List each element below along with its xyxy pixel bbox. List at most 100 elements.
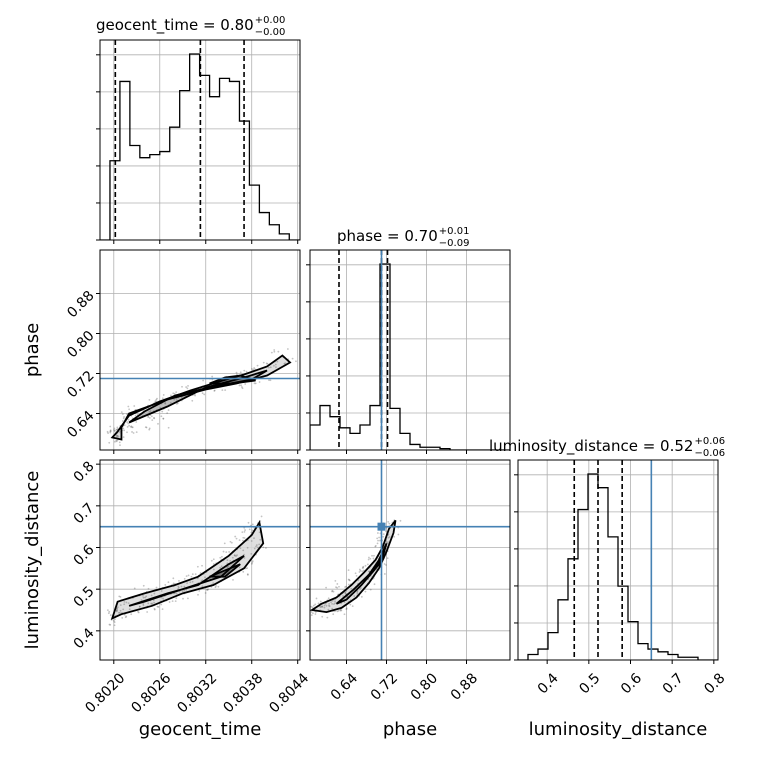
sample-point-phase_vs_geocent_time [154, 400, 157, 403]
sample-point-luminosity_distance_vs_geocent_time [251, 523, 254, 526]
sample-point-luminosity_distance_vs_geocent_time [219, 556, 222, 559]
sample-point-luminosity_distance_vs_geocent_time [182, 597, 184, 600]
sample-point-phase_vs_geocent_time [147, 416, 150, 418]
sample-point-luminosity_distance_vs_phase [340, 609, 343, 612]
sample-point-luminosity_distance_vs_geocent_time [113, 624, 116, 627]
xtick-label-luminosity_distance-0: 0.4 [535, 670, 562, 697]
ytick-label-phase-2: 0.80 [64, 328, 97, 361]
sample-point-luminosity_distance_vs_geocent_time [150, 602, 153, 605]
sample-point-luminosity_distance_vs_geocent_time [242, 549, 245, 552]
sample-point-luminosity_distance_vs_geocent_time [107, 612, 110, 615]
sample-point-luminosity_distance_vs_phase [357, 579, 360, 582]
sample-point-phase_vs_geocent_time [116, 426, 119, 429]
sample-point-luminosity_distance_vs_geocent_time [191, 573, 194, 576]
sample-point-phase_vs_geocent_time [276, 360, 279, 363]
sample-point-luminosity_distance_vs_geocent_time [113, 619, 115, 622]
sample-point-phase_vs_geocent_time [109, 425, 112, 428]
sample-point-luminosity_distance_vs_geocent_time [118, 595, 121, 598]
sample-point-luminosity_distance_vs_phase [336, 586, 339, 589]
sample-point-luminosity_distance_vs_geocent_time [251, 561, 254, 564]
sample-point-phase_vs_geocent_time [113, 430, 116, 433]
sample-point-luminosity_distance_vs_geocent_time [146, 611, 149, 613]
sample-point-phase_vs_geocent_time [127, 422, 130, 425]
sample-point-luminosity_distance_vs_phase [369, 557, 372, 560]
sample-point-luminosity_distance_vs_geocent_time [220, 565, 223, 568]
sample-point-phase_vs_geocent_time [156, 397, 158, 400]
sample-point-luminosity_distance_vs_geocent_time [119, 596, 122, 598]
sample-point-luminosity_distance_vs_geocent_time [130, 613, 133, 616]
sample-point-phase_vs_geocent_time [262, 361, 265, 364]
sample-point-luminosity_distance_vs_phase [335, 586, 337, 589]
sample-point-phase_vs_geocent_time [148, 427, 151, 430]
sample-point-luminosity_distance_vs_phase [330, 601, 332, 604]
sample-point-phase_vs_geocent_time [253, 382, 256, 385]
sample-point-luminosity_distance_vs_phase [397, 533, 400, 536]
sample-point-luminosity_distance_vs_phase [382, 533, 385, 536]
sample-point-phase_vs_geocent_time [275, 366, 277, 369]
sample-point-phase_vs_geocent_time [109, 429, 112, 432]
sample-point-luminosity_distance_vs_geocent_time [155, 586, 158, 589]
sample-point-phase_vs_geocent_time [253, 367, 256, 369]
sample-point-luminosity_distance_vs_geocent_time [250, 553, 253, 555]
sample-point-phase_vs_geocent_time [144, 426, 147, 429]
sample-point-luminosity_distance_vs_phase [367, 558, 370, 561]
sample-point-luminosity_distance_vs_geocent_time [144, 596, 147, 599]
sample-point-phase_vs_geocent_time [119, 444, 121, 447]
contour-line-luminosity_distance_vs_geocent_time-0 [110, 520, 265, 620]
sample-point-luminosity_distance_vs_phase [344, 592, 347, 594]
sample-point-phase_vs_geocent_time [167, 409, 170, 412]
sample-point-luminosity_distance_vs_phase [359, 569, 362, 572]
sample-point-luminosity_distance_vs_phase [366, 563, 369, 566]
sample-point-phase_vs_geocent_time [126, 431, 128, 434]
sample-point-phase_vs_geocent_time [117, 435, 120, 438]
sample-point-phase_vs_geocent_time [109, 430, 112, 433]
sample-point-phase_vs_geocent_time [266, 362, 269, 365]
sample-point-luminosity_distance_vs_geocent_time [204, 576, 206, 579]
sample-point-phase_vs_geocent_time [202, 379, 205, 382]
sample-point-luminosity_distance_vs_phase [327, 597, 330, 600]
sample-point-luminosity_distance_vs_geocent_time [116, 606, 119, 609]
sample-point-phase_vs_geocent_time [123, 415, 125, 418]
sample-point-phase_vs_geocent_time [131, 426, 134, 429]
sample-point-luminosity_distance_vs_geocent_time [248, 528, 251, 531]
ytick-label-luminosity_distance-3: 0.7 [71, 500, 98, 527]
sample-point-luminosity_distance_vs_phase [360, 587, 362, 589]
sample-point-phase_vs_geocent_time [201, 392, 204, 395]
sample-point-luminosity_distance_vs_phase [378, 536, 380, 539]
sample-point-phase_vs_geocent_time [164, 402, 166, 404]
sample-point-luminosity_distance_vs_phase [324, 602, 327, 605]
sample-point-luminosity_distance_vs_geocent_time [150, 594, 153, 597]
sample-point-luminosity_distance_vs_geocent_time [185, 575, 188, 577]
sample-point-phase_vs_geocent_time [148, 417, 151, 419]
sample-point-luminosity_distance_vs_geocent_time [246, 567, 248, 569]
ytick-label-luminosity_distance-4: 0.8 [71, 459, 98, 486]
contour-line-luminosity_distance_vs_phase-2 [370, 551, 384, 574]
sample-point-phase_vs_geocent_time [108, 441, 111, 444]
sample-point-luminosity_distance_vs_geocent_time [186, 582, 188, 584]
sample-point-luminosity_distance_vs_phase [387, 520, 390, 523]
sample-point-luminosity_distance_vs_geocent_time [137, 611, 140, 614]
sample-point-luminosity_distance_vs_phase [383, 573, 386, 575]
sample-point-phase_vs_geocent_time [118, 430, 121, 433]
sample-point-luminosity_distance_vs_geocent_time [162, 597, 164, 600]
sample-point-luminosity_distance_vs_phase [336, 583, 339, 585]
sample-point-luminosity_distance_vs_geocent_time [235, 555, 237, 558]
sample-point-luminosity_distance_vs_phase [385, 541, 388, 544]
sample-point-luminosity_distance_vs_phase [325, 604, 328, 607]
histogram-luminosity_distance [518, 473, 718, 660]
sample-point-phase_vs_geocent_time [107, 432, 109, 435]
sample-point-phase_vs_geocent_time [122, 427, 125, 430]
sample-point-luminosity_distance_vs_phase [368, 570, 370, 573]
sample-point-luminosity_distance_vs_geocent_time [246, 573, 249, 576]
sample-point-luminosity_distance_vs_geocent_time [226, 559, 229, 562]
sample-point-luminosity_distance_vs_phase [325, 586, 327, 589]
sample-point-phase_vs_geocent_time [121, 420, 124, 422]
panel-title-sup-luminosity_distance: +0.06 [694, 436, 725, 447]
sample-point-luminosity_distance_vs_phase [343, 601, 346, 604]
sample-point-luminosity_distance_vs_geocent_time [167, 581, 170, 584]
sample-point-phase_vs_geocent_time [241, 387, 244, 390]
sample-point-luminosity_distance_vs_geocent_time [222, 550, 225, 553]
sample-point-luminosity_distance_vs_geocent_time [250, 531, 253, 534]
sample-point-luminosity_distance_vs_phase [347, 583, 350, 586]
sample-point-luminosity_distance_vs_phase [311, 606, 314, 609]
